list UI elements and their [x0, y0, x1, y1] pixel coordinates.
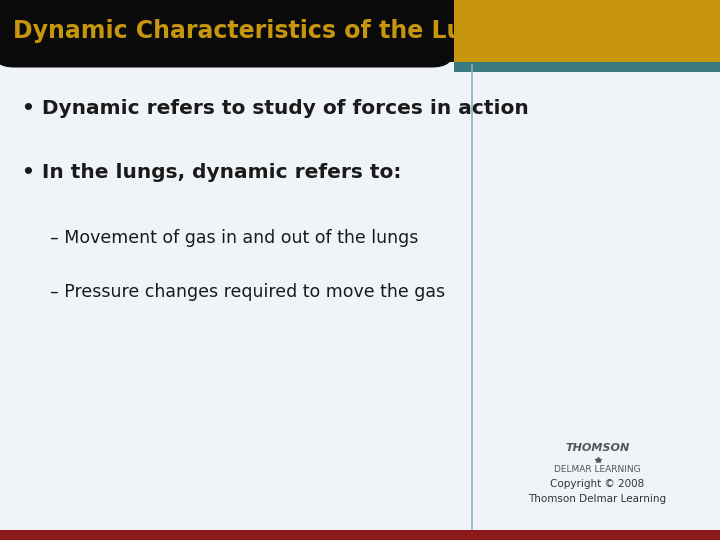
Text: DELMAR LEARNING: DELMAR LEARNING — [554, 465, 641, 474]
Text: Copyright © 2008
Thomson Delmar Learning: Copyright © 2008 Thomson Delmar Learning — [528, 479, 667, 504]
FancyBboxPatch shape — [454, 62, 720, 72]
FancyBboxPatch shape — [0, 0, 720, 62]
Text: • In the lungs, dynamic refers to:: • In the lungs, dynamic refers to: — [22, 163, 401, 183]
Text: THOMSON: THOMSON — [565, 443, 630, 453]
Text: • Dynamic refers to study of forces in action: • Dynamic refers to study of forces in a… — [22, 98, 528, 118]
FancyBboxPatch shape — [0, 530, 720, 540]
Text: – Pressure changes required to move the gas: – Pressure changes required to move the … — [50, 282, 446, 301]
FancyBboxPatch shape — [0, 62, 720, 540]
Text: Dynamic Characteristics of the Lungs: Dynamic Characteristics of the Lungs — [13, 19, 511, 43]
FancyBboxPatch shape — [454, 0, 720, 62]
FancyBboxPatch shape — [0, 0, 454, 68]
Text: – Movement of gas in and out of the lungs: – Movement of gas in and out of the lung… — [50, 228, 419, 247]
